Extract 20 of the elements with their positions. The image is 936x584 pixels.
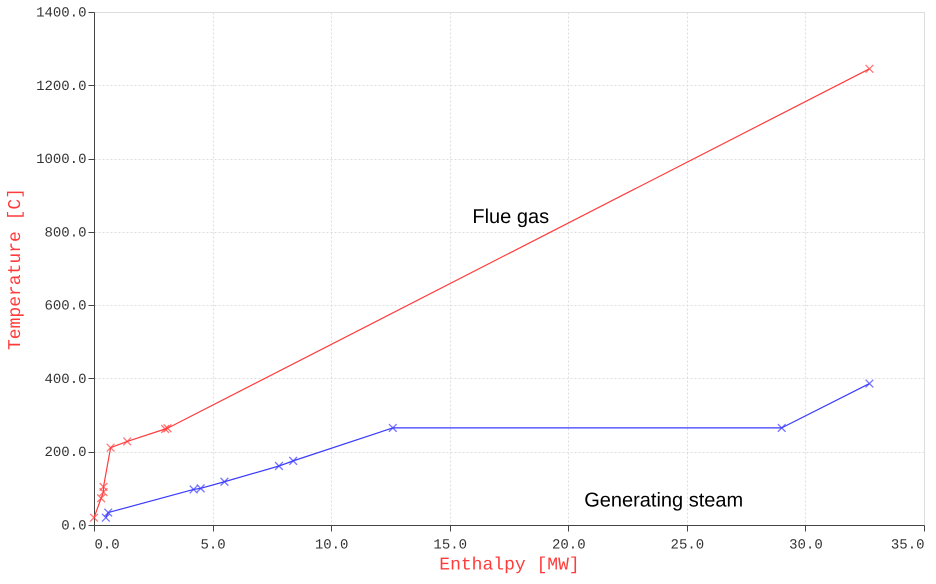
y-tick-label: 0.0 [61, 518, 86, 534]
x-tick-label: 15.0 [433, 538, 468, 554]
y-tick-label: 1200.0 [36, 78, 86, 95]
x-tick-label: 5.0 [200, 538, 226, 554]
x-tick-label: 20.0 [552, 538, 586, 554]
y-tick-label: 400.0 [44, 372, 86, 388]
x-tick-label: 25.0 [670, 538, 704, 554]
y-tick-label: 800.0 [44, 225, 86, 242]
annotation: Generating steam [584, 489, 744, 512]
annotation: Flue gas [472, 206, 550, 228]
y-tick-label: 1000.0 [36, 152, 86, 168]
y-axis-title: Temperature [C] [6, 188, 26, 350]
y-tick-label: 600.0 [44, 298, 86, 315]
x-tick-label: 35.0 [890, 538, 924, 554]
x-axis-title: Enthalpy [MW] [439, 556, 580, 576]
x-tick-label: 0.0 [94, 538, 120, 554]
x-tick-label: 30.0 [789, 538, 823, 554]
x-tick-label: 10.0 [314, 538, 348, 554]
y-tick-label: 1400.0 [36, 6, 86, 22]
y-tick-label: 200.0 [44, 445, 86, 462]
